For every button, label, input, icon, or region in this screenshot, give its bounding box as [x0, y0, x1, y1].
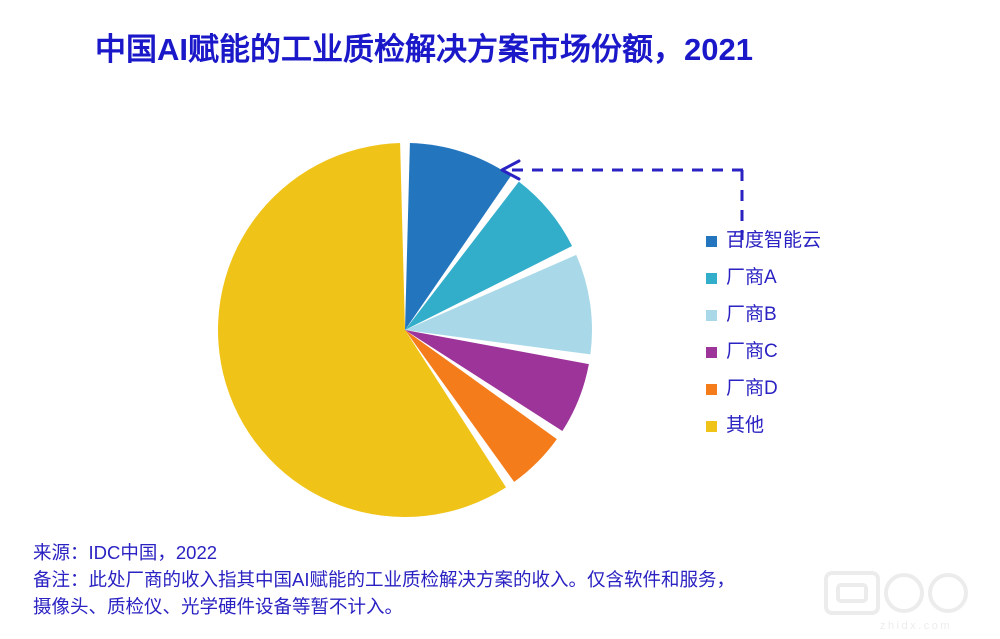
watermark-mark-icon: [824, 571, 880, 615]
watermark-logo: zhidx.com: [824, 571, 968, 632]
legend: 百度智能云 厂商A 厂商B 厂商C 厂商D 其他: [706, 222, 956, 444]
footnote-remark-line-2: 摄像头、质检仪、光学硬件设备等暂不计入。: [33, 596, 404, 617]
legend-item[interactable]: 其他: [706, 407, 956, 444]
footnote-remark-line-1: 备注：此处厂商的收入指其中国AI赋能的工业质检解决方案的收入。仅含软件和服务，: [33, 569, 735, 590]
legend-item-label: 厂商B: [726, 303, 777, 325]
legend-swatch-icon: [706, 421, 717, 432]
pie-slice[interactable]: [405, 181, 573, 330]
pie-chart-svg: [217, 143, 592, 517]
legend-item-label: 厂商C: [726, 340, 778, 362]
legend-item-label: 其他: [726, 414, 765, 436]
legend-swatch-icon: [706, 310, 717, 321]
pie-slice[interactable]: [405, 330, 557, 482]
footnote-source: 来源：IDC中国，2022: [33, 542, 218, 563]
legend-swatch-icon: [706, 347, 717, 358]
legend-item[interactable]: 厂商A: [706, 259, 956, 296]
watermark-sub-text: zhidx.com: [880, 620, 952, 632]
pie-chart: [190, 120, 630, 540]
pie-slice[interactable]: [405, 330, 589, 432]
legend-item[interactable]: 厂商D: [706, 370, 956, 407]
pie-slice-group: [217, 143, 592, 517]
pie-slice[interactable]: [405, 254, 592, 355]
legend-item[interactable]: 厂商B: [706, 296, 956, 333]
legend-item-label: 厂商A: [726, 266, 777, 288]
page-title: 中国AI赋能的工业质检解决方案市场份额，2021: [95, 32, 753, 67]
footnotes: 来源：IDC中国，2022 备注：此处厂商的收入指其中国AI赋能的工业质检解决方…: [33, 539, 973, 620]
pie-slice[interactable]: [217, 143, 507, 517]
legend-swatch-icon: [706, 236, 717, 247]
legend-item-label: 厂商D: [726, 377, 778, 399]
watermark-mark-inner-icon: [836, 583, 868, 603]
legend-item[interactable]: 百度智能云: [706, 222, 956, 259]
legend-item-label: 百度智能云: [726, 229, 822, 251]
legend-swatch-icon: [706, 384, 717, 395]
pie-slice[interactable]: [405, 143, 511, 330]
watermark-circle-icon: [928, 573, 968, 613]
legend-item[interactable]: 厂商C: [706, 333, 956, 370]
watermark-circle-icon: [884, 573, 924, 613]
legend-swatch-icon: [706, 273, 717, 284]
